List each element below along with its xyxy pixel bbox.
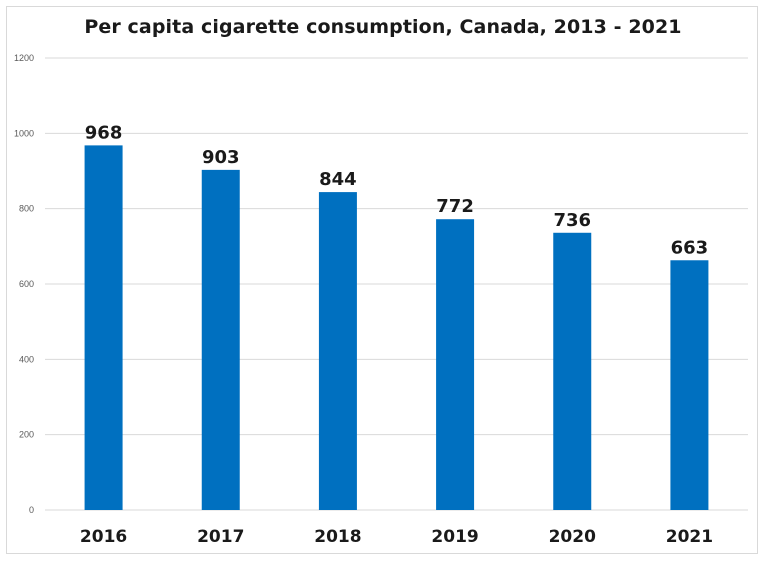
data-label-2019: 772 [436, 196, 474, 217]
data-label-2020: 736 [553, 210, 591, 231]
x-category-label: 2019 [431, 527, 478, 547]
data-label-2021: 663 [671, 237, 709, 258]
gridlines [45, 57, 748, 511]
x-category-label: 2016 [80, 527, 127, 547]
data-label-2017: 903 [202, 147, 240, 168]
chart-title: Per capita cigarette consumption, Canada… [84, 16, 682, 38]
y-tick-label: 800 [19, 204, 34, 214]
x-category-label: 2017 [197, 527, 244, 547]
y-tick-label: 200 [19, 430, 34, 440]
x-axis-categories: 2016 2017 2018 2019 2020 2021 [80, 527, 713, 547]
data-label-2018: 844 [319, 169, 357, 190]
bar-2021 [670, 260, 709, 510]
chart-frame [6, 6, 758, 554]
bar-2016 [84, 145, 123, 511]
bar-2019 [436, 219, 475, 511]
bar-2018 [318, 192, 357, 511]
data-labels: 968 903 844 772 736 663 [85, 122, 708, 258]
x-category-label: 2018 [314, 527, 361, 547]
data-label-2016: 968 [85, 122, 123, 143]
bars [84, 145, 709, 511]
y-tick-label: 400 [19, 354, 34, 364]
x-category-label: 2020 [549, 527, 596, 547]
y-tick-label: 600 [19, 279, 34, 289]
y-tick-label: 1200 [14, 53, 34, 63]
x-category-label: 2021 [666, 527, 713, 547]
bar-2017 [201, 169, 240, 510]
y-tick-label: 1000 [14, 128, 34, 138]
y-axis-ticks: 0 200 400 600 800 1000 1200 [14, 53, 34, 515]
y-tick-label: 0 [29, 505, 34, 515]
bar-2020 [553, 232, 592, 511]
